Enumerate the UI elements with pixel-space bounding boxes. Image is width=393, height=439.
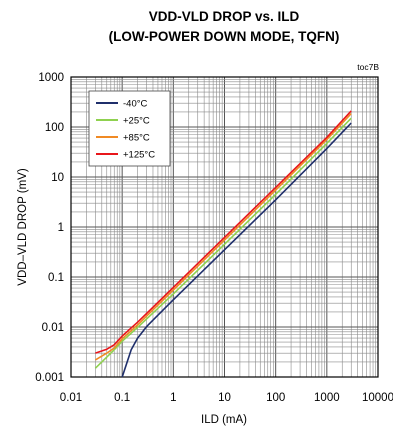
legend-label-2: +85°C: [123, 133, 150, 144]
y-tick-label: 1000: [38, 72, 64, 84]
y-tick-label: 0.001: [35, 372, 64, 384]
x-tick-label: 0.01: [60, 392, 82, 404]
tick-labels: 0.01 0.1 1 10 100 1000 10000 0.001 0.01 0.1 1 10 100…: [35, 72, 393, 404]
x-axis-label: ILD (mA): [201, 414, 247, 426]
x-tick-label: 100: [266, 392, 285, 404]
y-tick-label: 10: [51, 172, 64, 184]
legend-label-3: +125°C: [123, 150, 155, 161]
series-layer: [94, 110, 352, 378]
y-axis-label: VDD–VLD DROP (mV): [17, 168, 29, 286]
y-tick-label: 0.01: [42, 322, 64, 334]
x-tick-label: 1000: [314, 392, 340, 404]
chart-title-line1: VDD-VLD DROP vs. ILD: [149, 9, 300, 24]
legend-label-0: -40°C: [123, 99, 148, 110]
series-line-2: [94, 113, 352, 361]
plot-frame: [70, 76, 379, 378]
legend: -40°C +25°C +85°C +125°C: [88, 90, 171, 167]
legend-label-1: +25°C: [123, 116, 150, 127]
x-tick-label: 10: [218, 392, 231, 404]
series-line-0: [121, 122, 352, 378]
x-tick-label: 10000: [362, 392, 393, 404]
x-tick-label: 0.1: [114, 392, 130, 404]
y-tick-label: 100: [45, 122, 64, 134]
series-line-1: [94, 117, 352, 369]
series-line-3: [95, 110, 352, 354]
x-tick-label: 1: [170, 392, 176, 404]
y-tick-label: 1: [58, 222, 64, 234]
chart-title-line2: (LOW-POWER DOWN MODE, TQFN): [109, 29, 340, 44]
y-tick-label: 0.1: [48, 272, 64, 284]
chart-tag: toc7B: [357, 62, 379, 72]
